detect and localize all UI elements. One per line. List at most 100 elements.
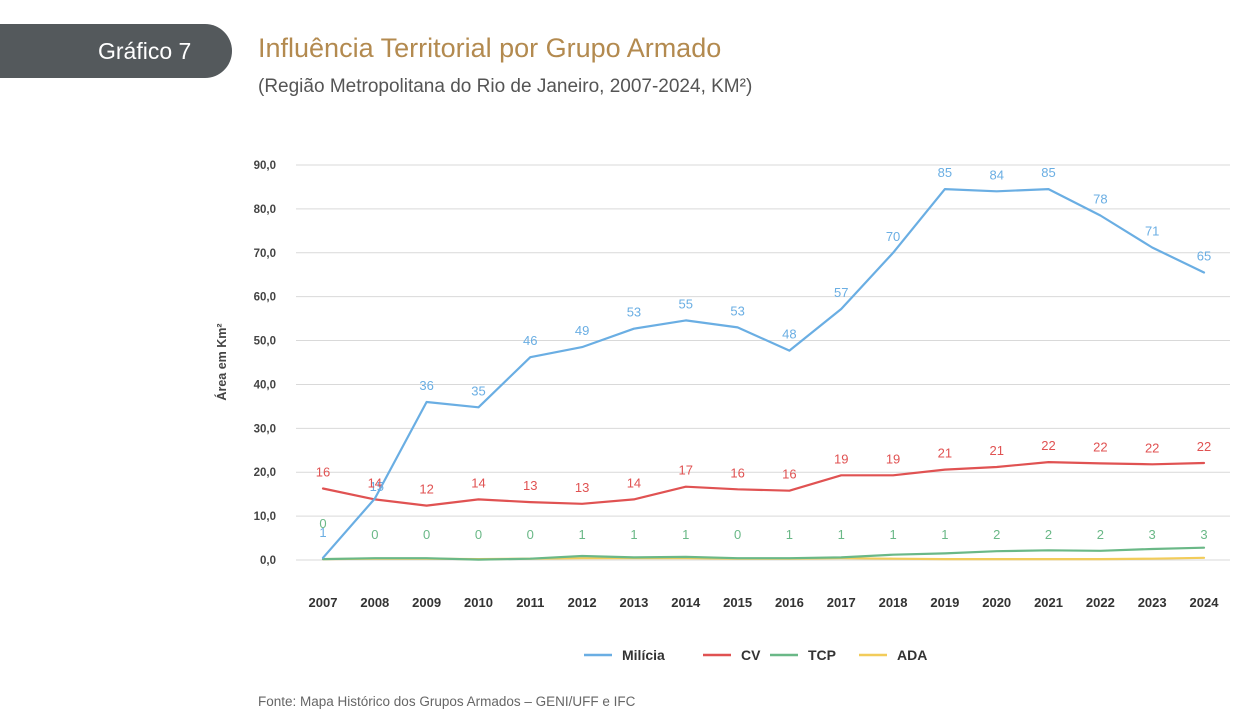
data-label: 0 bbox=[527, 527, 534, 542]
data-label: 70 bbox=[886, 229, 900, 244]
data-label: 1 bbox=[630, 527, 637, 542]
x-tick-label: 2015 bbox=[723, 595, 752, 610]
data-label: 16 bbox=[316, 464, 330, 479]
x-tick-label: 2021 bbox=[1034, 595, 1063, 610]
x-tick-label: 2019 bbox=[930, 595, 959, 610]
data-label: 3 bbox=[1149, 527, 1156, 542]
chart-number-badge: Gráfico 7 bbox=[0, 24, 232, 78]
y-tick-label: 60,0 bbox=[254, 292, 276, 304]
data-label: 85 bbox=[938, 165, 952, 180]
x-tick-label: 2014 bbox=[671, 595, 701, 610]
x-tick-label: 2023 bbox=[1138, 595, 1167, 610]
legend-label: CV bbox=[741, 647, 761, 663]
data-label: 2 bbox=[1097, 527, 1104, 542]
x-tick-label: 2007 bbox=[309, 595, 338, 610]
x-tick-label: 2022 bbox=[1086, 595, 1115, 610]
legend-label: ADA bbox=[897, 647, 927, 663]
data-label: 22 bbox=[1197, 439, 1211, 454]
x-tick-label: 2008 bbox=[360, 595, 389, 610]
x-tick-label: 2024 bbox=[1190, 595, 1220, 610]
series-lines bbox=[321, 188, 1206, 561]
y-tick-label: 50,0 bbox=[254, 336, 276, 348]
data-label: 22 bbox=[1093, 439, 1107, 454]
x-tick-label: 2011 bbox=[516, 595, 544, 610]
y-axis-label: Área em Km² bbox=[214, 323, 229, 400]
x-tick-label: 2009 bbox=[412, 595, 441, 610]
y-tick-label: 70,0 bbox=[254, 248, 276, 260]
data-label: 14 bbox=[471, 475, 485, 490]
line-chart: 0,010,020,030,040,050,060,070,080,090,0 … bbox=[214, 160, 1230, 663]
series-line-cv bbox=[321, 461, 1206, 507]
data-label: 71 bbox=[1145, 224, 1159, 239]
data-label: 0 bbox=[475, 527, 482, 542]
data-label: 16 bbox=[782, 467, 796, 482]
data-label: 12 bbox=[419, 482, 433, 497]
data-label: 78 bbox=[1093, 191, 1107, 206]
data-label: 55 bbox=[679, 296, 693, 311]
data-label: 2 bbox=[993, 527, 1000, 542]
x-tick-label: 2018 bbox=[879, 595, 908, 610]
data-label: 0 bbox=[319, 516, 326, 531]
legend: Milícia CV TCP ADA bbox=[584, 647, 927, 663]
chart-title: Influência Territorial por Grupo Armado bbox=[258, 33, 722, 63]
data-label: 3 bbox=[1200, 527, 1207, 542]
data-label: 19 bbox=[886, 451, 900, 466]
data-label: 84 bbox=[989, 167, 1003, 182]
y-tick-label: 0,0 bbox=[260, 555, 276, 567]
x-tick-label: 2013 bbox=[619, 595, 648, 610]
data-label: 17 bbox=[679, 463, 693, 478]
data-label: 22 bbox=[1041, 438, 1055, 453]
y-tick-label: 20,0 bbox=[254, 467, 276, 479]
source-note: Fonte: Mapa Histórico dos Grupos Armados… bbox=[258, 694, 636, 709]
x-tick-label: 2012 bbox=[568, 595, 597, 610]
y-tick-label: 40,0 bbox=[254, 379, 276, 391]
x-axis-ticks: 2007 2008 2009 2010 2011 2012 2013 2014 2015 2016… bbox=[309, 595, 1220, 610]
data-label: 1 bbox=[786, 527, 793, 542]
data-label: 46 bbox=[523, 333, 537, 348]
data-label: 13 bbox=[523, 478, 537, 493]
y-tick-label: 30,0 bbox=[254, 423, 276, 435]
data-label: 14 bbox=[368, 475, 382, 490]
data-label: 85 bbox=[1041, 165, 1055, 180]
data-label: 1 bbox=[319, 525, 326, 540]
data-label: 22 bbox=[1145, 440, 1159, 455]
data-label: 15 bbox=[370, 479, 384, 494]
series-line-milcia bbox=[321, 188, 1206, 559]
data-label: 1 bbox=[889, 527, 896, 542]
legend-label: TCP bbox=[808, 647, 836, 663]
data-label: 48 bbox=[782, 327, 796, 342]
data-label: 21 bbox=[938, 446, 952, 461]
data-label: 49 bbox=[575, 323, 589, 338]
data-label: 57 bbox=[834, 285, 848, 300]
data-labels: 1 15 36 35 46 49 53 55 53 48 57 70 85 84 85 78 71 65 16 14 1… bbox=[316, 165, 1211, 542]
data-label: 1 bbox=[682, 527, 689, 542]
data-label: 13 bbox=[575, 480, 589, 495]
data-label: 1 bbox=[838, 527, 845, 542]
x-tick-label: 2010 bbox=[464, 595, 493, 610]
data-label: 19 bbox=[834, 451, 848, 466]
data-label: 35 bbox=[471, 383, 485, 398]
data-label: 0 bbox=[423, 527, 430, 542]
x-tick-label: 2020 bbox=[982, 595, 1011, 610]
data-label: 0 bbox=[734, 527, 741, 542]
data-label: 16 bbox=[730, 465, 744, 480]
data-label: 53 bbox=[730, 303, 744, 318]
series-line-tcp bbox=[321, 546, 1206, 561]
data-label: 53 bbox=[627, 305, 641, 320]
x-tick-label: 2016 bbox=[775, 595, 804, 610]
gridlines bbox=[296, 164, 1230, 561]
data-label: 1 bbox=[579, 527, 586, 542]
y-tick-label: 10,0 bbox=[254, 511, 276, 523]
data-label: 1 bbox=[941, 527, 948, 542]
data-label: 2 bbox=[1045, 527, 1052, 542]
data-label: 21 bbox=[989, 443, 1003, 458]
y-tick-label: 80,0 bbox=[254, 204, 276, 216]
data-label: 14 bbox=[627, 475, 641, 490]
data-label: 65 bbox=[1197, 249, 1211, 264]
data-label: 0 bbox=[371, 527, 378, 542]
y-axis-ticks: 0,0 10,0 20,0 30,0 40,0 50,0 60,0 70,0 80,0 90,0 bbox=[254, 160, 276, 567]
chart-subtitle: (Região Metropolitana do Rio de Janeiro,… bbox=[258, 76, 753, 97]
legend-label: Milícia bbox=[622, 647, 665, 663]
y-tick-label: 90,0 bbox=[254, 160, 276, 172]
